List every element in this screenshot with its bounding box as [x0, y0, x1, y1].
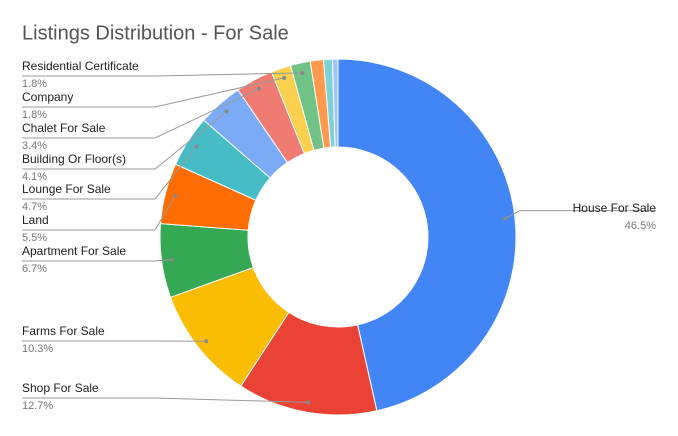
leader-dot — [306, 400, 311, 405]
slice-value-label: 46.5% — [625, 220, 656, 232]
leader-dot — [169, 257, 174, 262]
leader-dot — [173, 193, 178, 198]
leader-line — [22, 195, 176, 231]
slice-label: Land — [22, 213, 49, 227]
slice-label: Lounge For Sale — [22, 182, 111, 196]
leader-line — [22, 88, 260, 139]
slice-value-label: 1.8% — [22, 109, 47, 121]
leader-line — [22, 146, 197, 200]
slice-value-label: 10.3% — [22, 343, 53, 355]
slice-label: Farms For Sale — [22, 324, 105, 338]
leader-line — [22, 72, 303, 77]
leader-line — [22, 397, 309, 403]
slice-label: Building Or Floor(s) — [22, 152, 126, 166]
slice — [337, 58, 517, 412]
leader-line — [22, 77, 285, 108]
leader-dot — [502, 216, 507, 221]
slice-label: House For Sale — [573, 201, 657, 215]
slice-label: Apartment For Sale — [22, 244, 126, 258]
slice-value-label: 5.5% — [22, 232, 47, 244]
leader-line — [22, 259, 172, 262]
chart-title: Listings Distribution - For Sale — [22, 22, 289, 44]
leader-line — [504, 210, 656, 220]
slice — [331, 58, 339, 148]
leader-dot — [204, 339, 209, 344]
leader-line — [22, 110, 227, 170]
slice-value-label: 6.7% — [22, 263, 47, 275]
slice-label: Shop For Sale — [22, 381, 99, 395]
slice-value-label: 12.7% — [22, 400, 53, 412]
slice-label: Company — [22, 90, 73, 104]
slice-value-label: 4.7% — [22, 201, 47, 213]
slice-value-label: 4.1% — [22, 171, 47, 183]
slice-value-label: 1.8% — [22, 78, 47, 90]
leader-dot — [300, 70, 305, 75]
leader-dot — [282, 75, 287, 80]
slice-label: Chalet For Sale — [22, 121, 106, 135]
leader-dot — [224, 109, 229, 114]
slice-label: Residential Certificate — [22, 59, 139, 73]
slice-value-label: 3.4% — [22, 140, 47, 152]
leader-dot — [194, 144, 199, 149]
leader-dot — [256, 86, 261, 91]
